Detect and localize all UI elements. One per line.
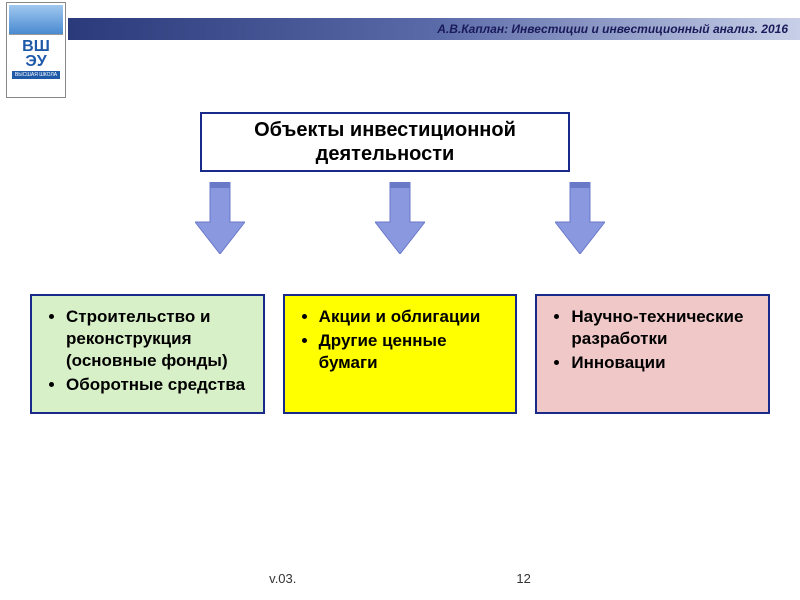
- category-list: Научно-технические разработки Инновации: [551, 306, 758, 374]
- category-box-1: Строительство и реконструкция (основные …: [30, 294, 265, 414]
- footer: v.03. 12: [0, 571, 800, 586]
- logo-label: ВЫСШАЯ ШКОЛА: [12, 71, 61, 79]
- category-box-2: Акции и облигации Другие ценные бумаги: [283, 294, 518, 414]
- category-row: Строительство и реконструкция (основные …: [30, 294, 770, 414]
- down-arrow-icon: [555, 182, 605, 254]
- footer-page: 12: [516, 571, 530, 586]
- logo-emblem: [9, 5, 63, 35]
- header-title: А.В.Каплан: Инвестиции и инвестиционный …: [437, 22, 788, 36]
- header-bar: А.В.Каплан: Инвестиции и инвестиционный …: [68, 18, 800, 40]
- down-arrow-icon: [195, 182, 245, 254]
- category-list: Строительство и реконструкция (основные …: [46, 306, 253, 396]
- list-item: Научно-технические разработки: [571, 306, 758, 350]
- footer-version: v.03.: [269, 571, 296, 586]
- list-item: Строительство и реконструкция (основные …: [66, 306, 253, 372]
- list-item: Акции и облигации: [319, 306, 506, 328]
- category-list: Акции и облигации Другие ценные бумаги: [299, 306, 506, 374]
- down-arrow-icon: [375, 182, 425, 254]
- title-box: Объекты инвестиционной деятельности: [200, 112, 570, 172]
- list-item: Оборотные средства: [66, 374, 253, 396]
- logo-block: ВШЭУ ВЫСШАЯ ШКОЛА: [6, 2, 66, 98]
- list-item: Инновации: [571, 352, 758, 374]
- title-text: Объекты инвестиционной деятельности: [202, 118, 568, 166]
- category-box-3: Научно-технические разработки Инновации: [535, 294, 770, 414]
- logo-text: ВШЭУ: [22, 39, 50, 69]
- list-item: Другие ценные бумаги: [319, 330, 506, 374]
